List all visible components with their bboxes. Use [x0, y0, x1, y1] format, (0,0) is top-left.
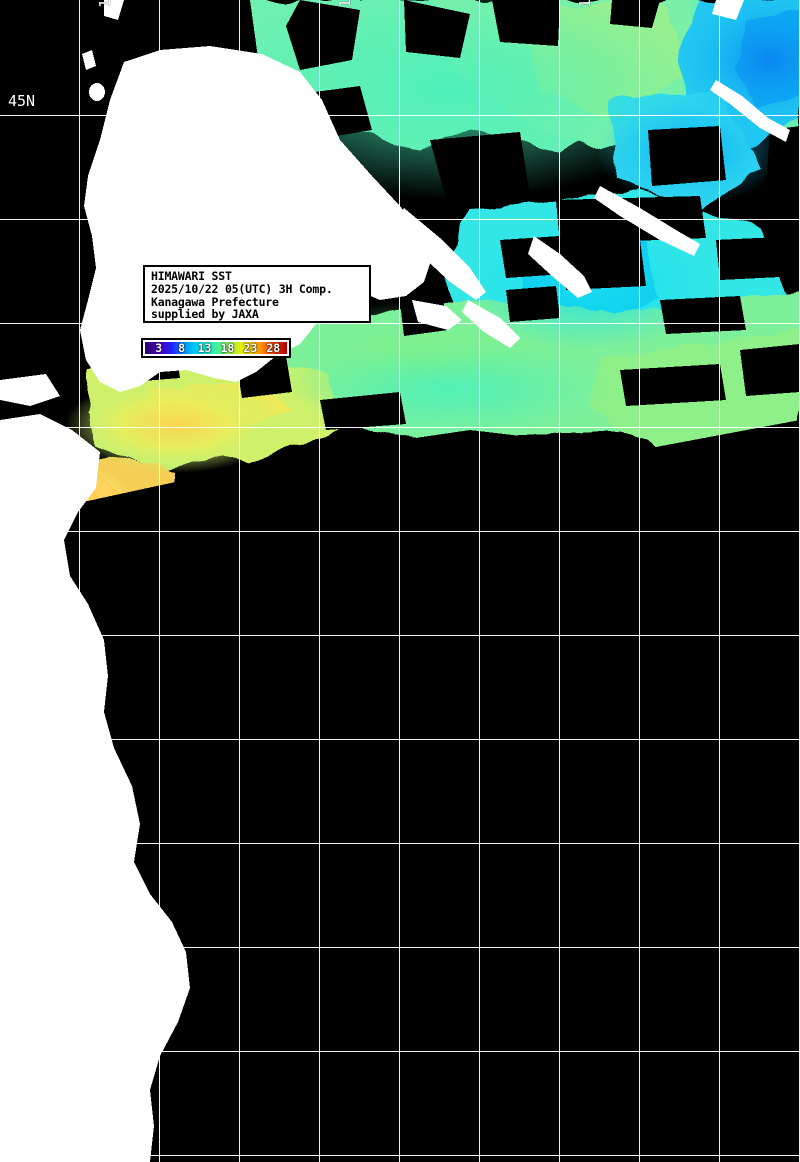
cloud-gap-m14 [620, 364, 726, 406]
land-nemuro [412, 300, 462, 330]
colorbar-tick-23: 23 [243, 341, 258, 355]
cloud-gap-n6 [648, 126, 726, 186]
land-island-okushiri [57, 439, 75, 465]
cloud-gap-m6 [506, 286, 560, 322]
cloud-gap-m9 [716, 236, 800, 280]
land-honshu [0, 414, 190, 1162]
colorbar-tick-13: 13 [197, 341, 212, 355]
colorbar-gradient [145, 342, 287, 354]
colorbar-tick-8: 8 [178, 341, 186, 355]
cloud-gap-m18 [0, 326, 96, 372]
info-title: HIMAWARI SST [151, 269, 232, 283]
cloud-gap-n2 [286, 0, 360, 70]
cloud-gap-m10 [660, 296, 746, 334]
colorbar-tick-3: 3 [155, 341, 163, 355]
graticule-meridians [78, 0, 800, 1162]
land-sado [16, 1024, 44, 1050]
graticule-label-lon-147e: 147E [576, 0, 594, 8]
land-urup [594, 186, 700, 256]
cloud-gap-m15 [740, 344, 800, 396]
info-box: HIMAWARI SST 2025/10/22 05(UTC) 3H Comp.… [143, 265, 371, 323]
land-shiretoko [396, 208, 486, 300]
colorbar-tick-28: 28 [266, 341, 281, 355]
colorbar-tick-18: 18 [220, 341, 235, 355]
land-island-small [11, 914, 25, 926]
land-island-oshima [28, 590, 48, 606]
graticule-label-lon-143e: 143E [336, 0, 354, 8]
land-island-dot [89, 83, 105, 101]
colorbar-ticks: 3 8 13 18 23 28 [145, 341, 287, 355]
info-datetime: 2025/10/22 05(UTC) 3H Comp. [151, 281, 333, 296]
cloud-gap-n4 [492, 0, 560, 46]
info-credit: supplied by JAXA [151, 307, 259, 322]
graticule-label-lat-45n: 45N [8, 92, 36, 110]
info-region: Kanagawa Prefecture [151, 294, 279, 309]
cloud-gap-n3 [404, 0, 470, 58]
sst-blob-warm-near [65, 377, 285, 473]
cloud-gap-m13 [320, 392, 406, 430]
land-tsugaru-notch [0, 374, 60, 406]
land-kuril-1 [710, 80, 790, 142]
graticule-label-lon-141e: 141E [96, 0, 114, 8]
land-sakhalin-bit1 [82, 50, 96, 70]
cloud-gap-n7 [766, 126, 800, 190]
land-sakhalin-bit2 [104, 0, 124, 20]
colorbar: 3 8 13 18 23 28 [141, 338, 291, 358]
cloud-gap-n8 [610, 0, 660, 28]
graticule-parallels [0, 114, 800, 1157]
